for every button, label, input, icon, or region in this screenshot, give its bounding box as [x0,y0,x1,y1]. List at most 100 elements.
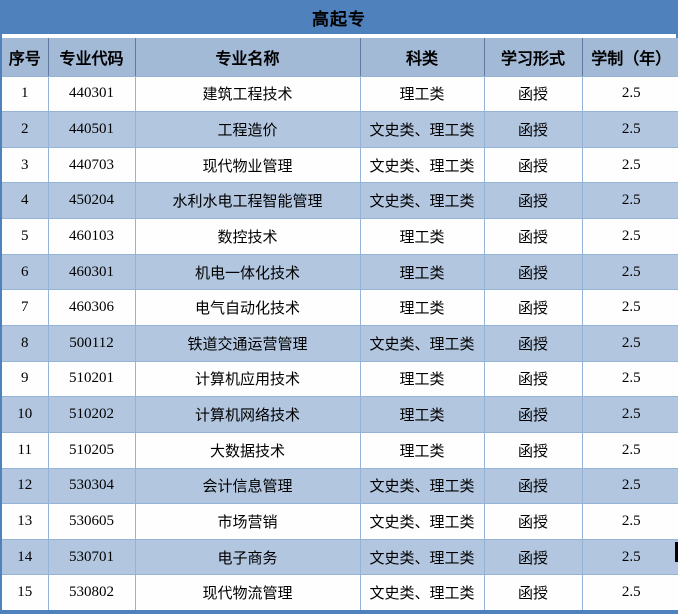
cell-code: 510202 [47,396,136,433]
cell-duration: 2.5 [581,289,678,326]
table-row: 6 460301 机电一体化技术 理工类 函授 2.5 [2,253,678,291]
programs-table: 序号 专业代码 专业名称 科类 学习形式 学制（年） 1 440301 建筑工程技术… [2,38,678,610]
cell-study-form: 函授 [483,218,583,255]
table-row: 5 460103 数控技术 理工类 函授 2.5 [2,218,678,255]
cell-category: 文史类、理工类 [359,111,485,148]
cell-study-form: 函授 [483,146,583,184]
cell-duration: 2.5 [581,431,678,469]
cell-seq: 14 [2,538,49,576]
cell-category: 文史类、理工类 [359,503,485,540]
cell-category: 理工类 [359,75,485,113]
cell-duration: 2.5 [581,75,678,113]
table-row: 15 530802 现代物流管理 文史类、理工类 函授 2.5 [2,574,678,610]
cell-code: 530701 [47,538,136,576]
table-row: 1 440301 建筑工程技术 理工类 函授 2.5 [2,75,678,113]
header-code: 专业代码 [47,38,135,77]
cell-study-form: 函授 [483,75,583,113]
cell-seq: 10 [2,396,49,433]
cell-major: 大数据技术 [134,431,361,469]
table-row: 12 530304 会计信息管理 文史类、理工类 函授 2.5 [2,467,678,505]
cell-duration: 2.5 [581,324,678,362]
cell-code: 460301 [47,253,136,291]
cell-major: 会计信息管理 [134,467,361,505]
cell-seq: 13 [2,503,49,540]
cell-category: 文史类、理工类 [359,324,485,362]
cell-duration: 2.5 [581,182,678,220]
cell-study-form: 函授 [483,324,583,362]
cell-category: 理工类 [359,431,485,469]
cell-code: 530802 [47,574,136,610]
cell-code: 530304 [47,467,136,505]
cell-code: 460306 [47,289,136,326]
cell-study-form: 函授 [483,431,583,469]
cell-duration: 2.5 [581,467,678,505]
cell-major: 数控技术 [134,218,361,255]
cell-code: 450204 [47,182,136,220]
cell-seq: 7 [2,289,49,326]
cell-duration: 2.5 [581,503,678,540]
header-duration: 学制（年） [581,38,678,77]
cell-seq: 4 [2,182,49,220]
cell-duration: 2.5 [581,111,678,148]
cell-study-form: 函授 [483,467,583,505]
cell-study-form: 函授 [483,289,583,326]
table-title-banner: 高起专 [2,1,676,38]
header-row: 序号 专业代码 专业名称 科类 学习形式 学制（年） [2,38,678,77]
cell-seq: 6 [2,253,49,291]
cell-duration: 2.5 [581,218,678,255]
cell-study-form: 函授 [483,574,583,610]
header-major: 专业名称 [134,38,360,77]
table-title: 高起专 [312,10,366,29]
cell-study-form: 函授 [483,538,583,576]
table-row: 13 530605 市场营销 文史类、理工类 函授 2.5 [2,503,678,540]
cell-study-form: 函授 [483,182,583,220]
cell-major: 电气自动化技术 [134,289,361,326]
header-seq: 序号 [2,38,48,77]
cell-category: 理工类 [359,218,485,255]
cell-duration: 2.5 [581,146,678,184]
table-row: 14 530701 电子商务 文史类、理工类 函授 2.5 [2,538,678,576]
cell-major: 现代物业管理 [134,146,361,184]
cell-code: 440301 [47,75,136,113]
cell-study-form: 函授 [483,111,583,148]
cell-category: 理工类 [359,253,485,291]
table-row: 2 440501 工程造价 文史类、理工类 函授 2.5 [2,111,678,148]
cell-major: 计算机网络技术 [134,396,361,433]
cell-seq: 15 [2,574,49,610]
cell-code: 440501 [47,111,136,148]
table-row: 3 440703 现代物业管理 文史类、理工类 函授 2.5 [2,146,678,184]
cell-code: 510205 [47,431,136,469]
cell-code: 440703 [47,146,136,184]
table-header: 序号 专业代码 专业名称 科类 学习形式 学制（年） [2,38,678,77]
cell-major: 工程造价 [134,111,361,148]
table-body: 1 440301 建筑工程技术 理工类 函授 2.5 2 440501 工程造价 文史类、理工类函… [2,75,678,610]
header-category: 科类 [359,38,484,77]
cell-study-form: 函授 [483,503,583,540]
cell-study-form: 函授 [483,396,583,433]
table-row: 8 500112 铁道交通运营管理 文史类、理工类 函授 2.5 [2,324,678,362]
cell-major: 电子商务 [134,538,361,576]
cell-category: 文史类、理工类 [359,146,485,184]
cell-study-form: 函授 [483,253,583,291]
cell-category: 理工类 [359,396,485,433]
cell-category: 文史类、理工类 [359,538,485,576]
cell-duration: 2.5 [581,396,678,433]
cell-duration: 2.5 [581,360,678,398]
header-study-form: 学习形式 [483,38,582,77]
cell-category: 文史类、理工类 [359,467,485,505]
cell-seq: 8 [2,324,49,362]
cell-major: 建筑工程技术 [134,75,361,113]
table-row: 9 510201 计算机应用技术 理工类 函授 2.5 [2,360,678,398]
cell-major: 计算机应用技术 [134,360,361,398]
cell-duration: 2.5 [581,253,678,291]
cell-code: 500112 [47,324,136,362]
cell-duration: 2.5 [581,538,678,576]
table-row: 10 510202 计算机网络技术 理工类 函授 2.5 [2,396,678,433]
text-cursor-artifact [675,542,678,562]
cell-code: 530605 [47,503,136,540]
cell-seq: 12 [2,467,49,505]
cell-category: 文史类、理工类 [359,182,485,220]
cell-code: 460103 [47,218,136,255]
